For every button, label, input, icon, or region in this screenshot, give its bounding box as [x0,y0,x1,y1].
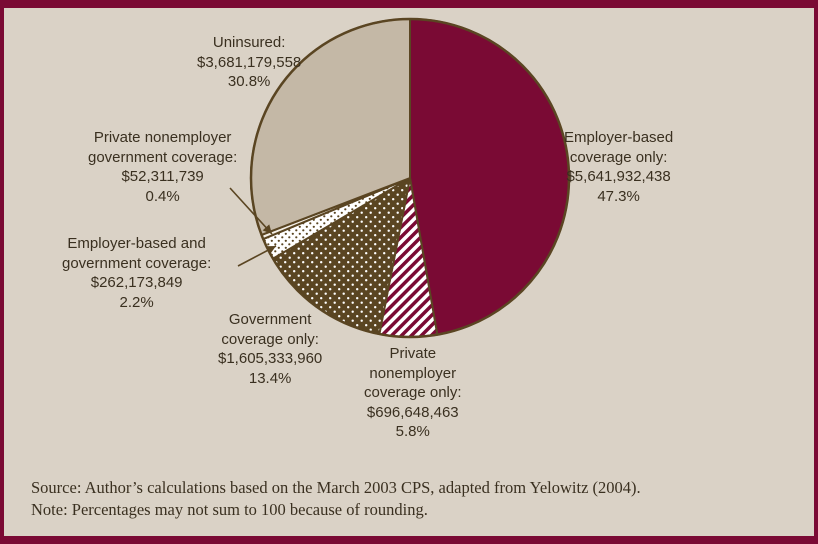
slice-label-line: Uninsured: [212,34,286,51]
slice-label-line: 0.4% [145,187,180,205]
pie-outline [249,17,571,339]
slice-label-line: Employer-based and [67,235,206,252]
callout-arrow-private-nonemployer-government [229,187,273,235]
source-note: Source: Author’s calculations based on t… [31,478,641,497]
slice-label-line: nonemployer [369,364,457,382]
pie-chart [229,17,571,339]
chart-notes: Source: Author’s calculations based on t… [31,477,641,520]
slice-label-line: 2.2% [119,293,154,311]
slice-label-line: 13.4% [248,369,292,387]
slice-label-line: 30.8% [227,73,271,90]
slice-label-line: $5,641,932,438 [566,168,671,185]
slice-label-government-only: Government coverage only: $1,605,333,960 13… [218,310,322,388]
slice-label-line: $696,648,463 [366,403,459,421]
slice-label-line: Private [389,345,437,362]
slice-label-line: Private nonemployer [93,129,232,146]
slice-label-line: government coverage: [62,254,212,272]
slice-label-employer-and-government: Employer-based and government coverage: $2… [62,234,211,312]
slice-label-line: $1,605,333,960 [218,350,323,367]
callout-arrow-employer-and-government [237,245,277,267]
slice-label-line: coverage only: [221,330,319,348]
slice-label-line: coverage only: [569,148,668,166]
slice-label-line: $52,311,739 [121,168,204,185]
slice-label-line: $262,173,849 [90,274,183,291]
slice-label-line: $3,681,179,558 [197,53,302,71]
pie-slice-employer-only [409,18,570,336]
slice-label-employer-only: Employer-based coverage only: $5,641,932,4… [564,128,673,206]
slice-label-line: 5.8% [395,423,430,440]
slice-label-uninsured: Uninsured: $3,681,179,558 30.8% [197,33,301,92]
slice-label-private-nonemployer-government: Private nonemployer government coverage: $… [88,128,237,206]
slice-label-private-nonemployer: Private nonemployer coverage only: $696,648… [364,344,462,442]
slice-label-line: government coverage: [88,148,238,166]
slice-label-line: coverage only: [364,384,462,401]
slice-label-line: 47.3% [597,187,640,205]
slice-label-line: Government [228,311,312,328]
slice-label-line: Employer-based [564,129,674,146]
rounding-note: Note: Percentages may not sum to 100 bec… [31,499,428,519]
